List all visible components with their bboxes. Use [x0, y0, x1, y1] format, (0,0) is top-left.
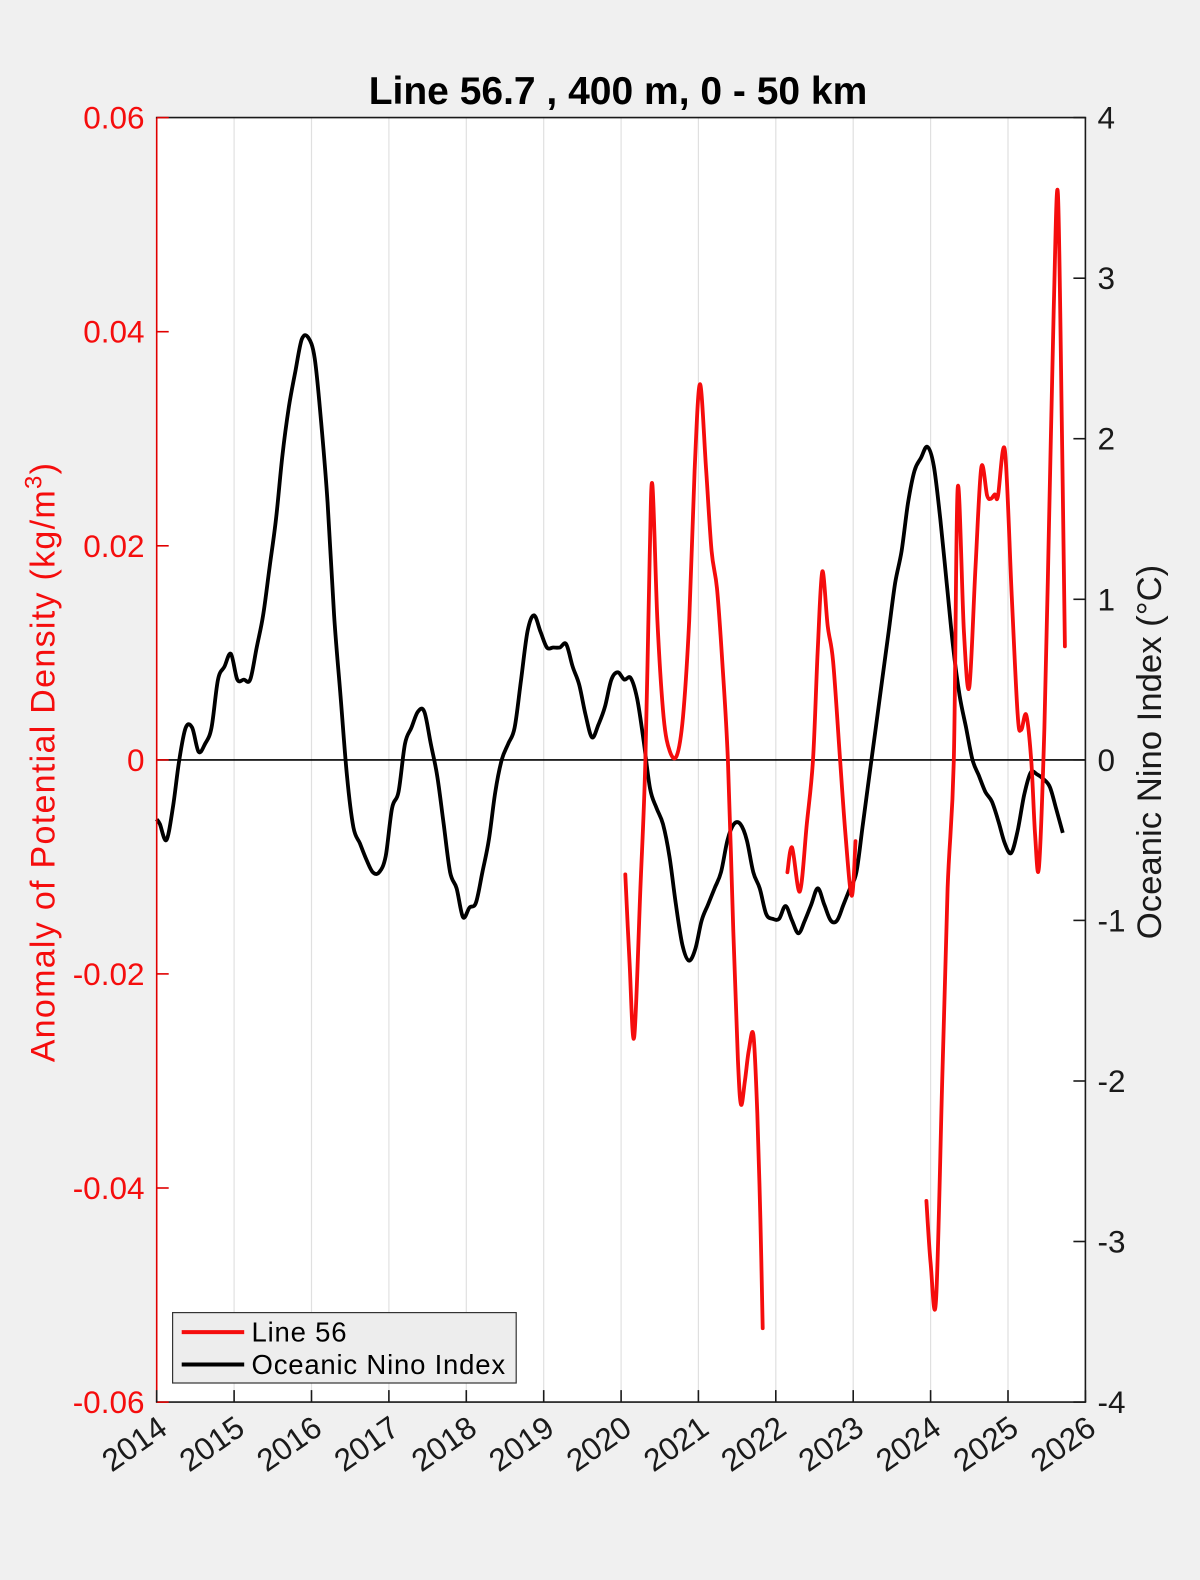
svg-text:0.04: 0.04 — [83, 314, 144, 350]
svg-text:0: 0 — [127, 742, 145, 778]
svg-text:0.02: 0.02 — [83, 528, 144, 564]
svg-text:0: 0 — [1098, 742, 1116, 778]
svg-text:-2: -2 — [1098, 1063, 1126, 1099]
svg-text:-4: -4 — [1098, 1384, 1126, 1420]
svg-text:-0.06: -0.06 — [73, 1384, 145, 1420]
svg-text:-0.04: -0.04 — [73, 1170, 145, 1206]
svg-text:-0.02: -0.02 — [73, 956, 145, 992]
svg-text:1: 1 — [1098, 581, 1116, 617]
svg-text:0.06: 0.06 — [83, 100, 144, 136]
svg-text:Line 56: Line 56 — [252, 1317, 348, 1348]
svg-text:Oceanic Nino Index (°C): Oceanic Nino Index (°C) — [1131, 565, 1169, 939]
svg-text:3: 3 — [1098, 260, 1116, 296]
svg-text:4: 4 — [1098, 100, 1116, 136]
svg-text:-1: -1 — [1098, 902, 1126, 938]
svg-text:2: 2 — [1098, 421, 1116, 457]
svg-text:Oceanic Nino Index: Oceanic Nino Index — [252, 1349, 506, 1380]
svg-text:Line 56.7 , 400 m, 0 - 50 km: Line 56.7 , 400 m, 0 - 50 km — [369, 70, 868, 113]
svg-text:Anomaly of Potential Density (: Anomaly of Potential Density (kg/m3) — [21, 462, 63, 1063]
svg-text:-3: -3 — [1098, 1224, 1126, 1260]
